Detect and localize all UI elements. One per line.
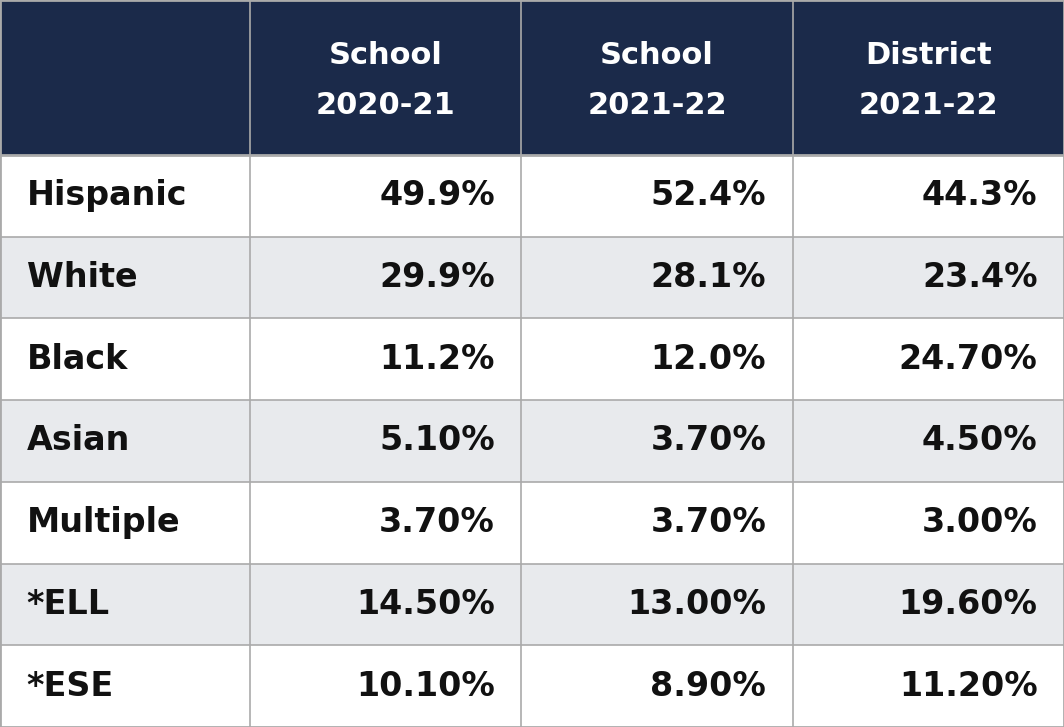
Bar — [0, 0, 250, 155]
Bar — [521, 400, 793, 482]
Bar — [0, 646, 250, 727]
Bar — [250, 400, 521, 482]
Text: 12.0%: 12.0% — [650, 343, 766, 376]
Text: 29.9%: 29.9% — [379, 261, 495, 294]
Text: 24.70%: 24.70% — [899, 343, 1037, 376]
Text: 5.10%: 5.10% — [379, 425, 495, 457]
Bar — [793, 482, 1064, 563]
Text: 52.4%: 52.4% — [650, 180, 766, 212]
Text: 11.2%: 11.2% — [380, 343, 495, 376]
Text: 3.70%: 3.70% — [379, 506, 495, 539]
Bar — [793, 237, 1064, 318]
Text: Hispanic: Hispanic — [27, 180, 187, 212]
Text: 28.1%: 28.1% — [650, 261, 766, 294]
Text: 23.4%: 23.4% — [921, 261, 1037, 294]
Text: *ESE: *ESE — [27, 670, 114, 702]
Text: Multiple: Multiple — [27, 506, 180, 539]
Bar — [250, 482, 521, 563]
Bar — [521, 318, 793, 400]
Text: 49.9%: 49.9% — [379, 180, 495, 212]
Text: Black: Black — [27, 343, 128, 376]
Text: 8.90%: 8.90% — [650, 670, 766, 702]
Bar — [0, 237, 250, 318]
Bar — [793, 155, 1064, 237]
Bar — [250, 237, 521, 318]
Text: 2020-21: 2020-21 — [316, 91, 455, 120]
Bar — [250, 318, 521, 400]
Bar — [250, 155, 521, 237]
Text: 44.3%: 44.3% — [921, 180, 1037, 212]
Bar — [521, 563, 793, 646]
Bar — [0, 400, 250, 482]
Bar — [0, 155, 250, 237]
Text: 19.60%: 19.60% — [898, 588, 1037, 621]
Text: School: School — [600, 41, 714, 71]
Bar — [793, 563, 1064, 646]
Text: 14.50%: 14.50% — [356, 588, 495, 621]
Text: District: District — [865, 41, 992, 71]
Bar — [250, 646, 521, 727]
Text: White: White — [27, 261, 137, 294]
Text: 3.00%: 3.00% — [921, 506, 1037, 539]
Text: 3.70%: 3.70% — [650, 425, 766, 457]
Text: 3.70%: 3.70% — [650, 506, 766, 539]
Bar — [0, 482, 250, 563]
Bar — [521, 482, 793, 563]
Bar — [793, 646, 1064, 727]
Text: Asian: Asian — [27, 425, 130, 457]
Bar — [521, 155, 793, 237]
Bar — [521, 0, 793, 155]
Bar — [0, 318, 250, 400]
Bar — [521, 237, 793, 318]
Text: 2021-22: 2021-22 — [859, 91, 998, 120]
Bar — [793, 400, 1064, 482]
Bar — [793, 0, 1064, 155]
Text: 4.50%: 4.50% — [921, 425, 1037, 457]
Text: 2021-22: 2021-22 — [587, 91, 727, 120]
Text: 11.20%: 11.20% — [899, 670, 1037, 702]
Text: 10.10%: 10.10% — [356, 670, 495, 702]
Text: 13.00%: 13.00% — [627, 588, 766, 621]
Text: *ELL: *ELL — [27, 588, 110, 621]
Bar — [250, 0, 521, 155]
Bar — [250, 563, 521, 646]
Text: School: School — [329, 41, 443, 71]
Bar — [0, 563, 250, 646]
Bar — [793, 318, 1064, 400]
Bar — [521, 646, 793, 727]
